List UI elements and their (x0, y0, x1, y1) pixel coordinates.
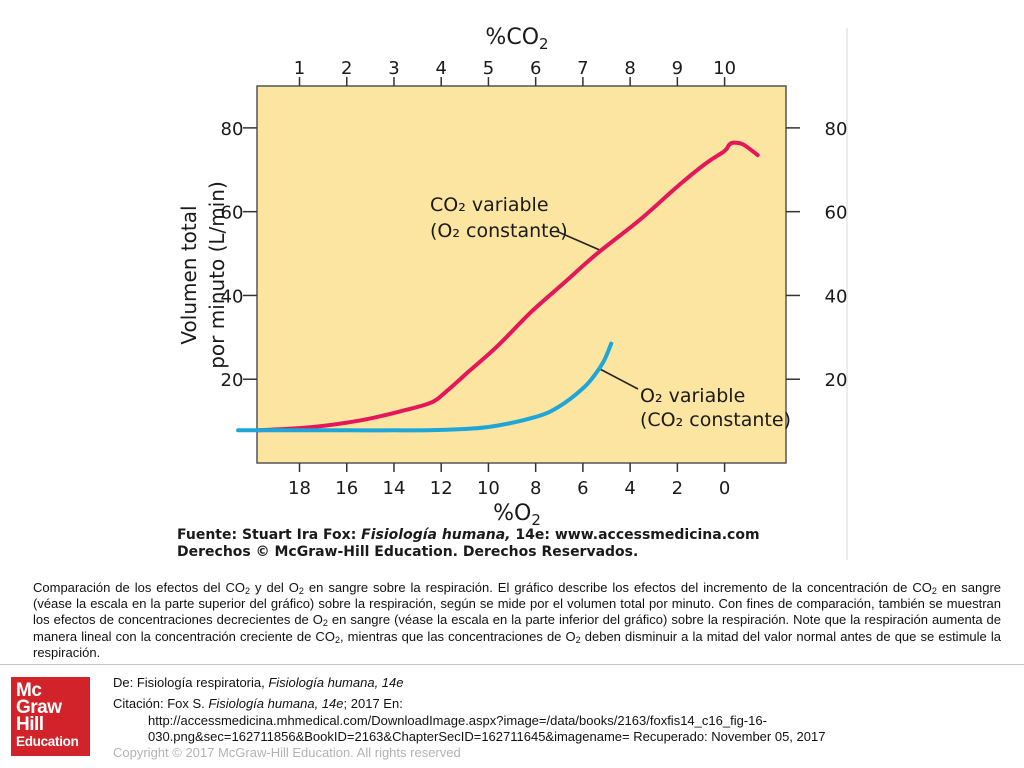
top-tick-label: 3 (388, 58, 399, 79)
bottom-tick-label: 2 (672, 478, 683, 499)
top-tick-label: 5 (483, 58, 494, 79)
y-tick-label-right: 60 (825, 203, 848, 224)
top-tick-label: 1 (294, 58, 305, 79)
top-tick-label: 4 (435, 58, 446, 79)
source-line-2: Derechos © McGraw-Hill Education. Derech… (177, 544, 639, 560)
y-tick-label-left: 20 (221, 370, 244, 391)
bottom-tick-label: 8 (530, 478, 541, 499)
top-tick-label: 8 (624, 58, 635, 79)
o2-variable-line (236, 341, 614, 433)
o2-series-label-line1: O₂ variable (640, 385, 745, 407)
y-tick-label-left: 60 (221, 203, 244, 224)
bottom-tick-label: 4 (624, 478, 635, 499)
bottom-tick-label: 6 (577, 478, 588, 499)
o2-series-label-leader (597, 367, 639, 390)
reference-source: De: Fisiología respiratoria, Fisiología … (113, 675, 404, 690)
figure-caption: Comparación de los efectos del CO2 y del… (33, 580, 1002, 660)
bottom-tick-label: 10 (477, 478, 500, 499)
co2-series-label-line2: (O₂ constante) (430, 220, 568, 242)
top-tick-label: 10 (713, 58, 736, 79)
bottom-tick-label: 0 (719, 478, 730, 499)
y-tick-label-left: 80 (221, 119, 244, 140)
mcgraw-hill-logo: Mc Graw Hill Education (11, 677, 90, 756)
bottom-axis-title: %O2 (493, 501, 541, 529)
y-tick-label-left: 40 (221, 286, 244, 307)
top-tick-label: 7 (577, 58, 588, 79)
co2-variable-line (255, 140, 760, 433)
co2-series-label-leader (555, 230, 603, 252)
o2-series-label-line2: (CO₂ constante) (640, 409, 791, 431)
bottom-tick-label: 12 (430, 478, 453, 499)
top-tick-label: 6 (530, 58, 541, 79)
top-tick-label: 2 (341, 58, 352, 79)
reference-citation: Citación: Fox S. Fisiología humana, 14e;… (113, 696, 403, 711)
top-axis-title: %CO2 (485, 25, 548, 53)
y-tick-label-right: 20 (825, 370, 848, 391)
bottom-tick-label: 18 (288, 478, 311, 499)
co2-series-label-line1: CO₂ variable (430, 194, 549, 216)
bottom-tick-label: 16 (335, 478, 358, 499)
source-line-1: Fuente: Stuart Ira Fox: Fisiología human… (177, 527, 760, 543)
separator (0, 664, 1024, 665)
y-tick-label-right: 80 (825, 119, 848, 140)
bottom-tick-label: 14 (383, 478, 406, 499)
y-axis-label-line1: Volumen total (177, 205, 201, 344)
reference-url-line-2: 030.png&sec=162711856&BookID=2163&Chapte… (148, 729, 826, 744)
top-tick-label: 9 (672, 58, 683, 79)
y-axis-label-line2: por minuto (L/min) (205, 181, 229, 369)
plot-area (256, 85, 787, 464)
copyright-notice: Copyright © 2017 McGraw-Hill Education. … (113, 745, 461, 760)
y-tick-label-right: 40 (825, 286, 848, 307)
reference-url-line-1: http://accessmedicina.mhmedical.com/Down… (148, 713, 767, 728)
